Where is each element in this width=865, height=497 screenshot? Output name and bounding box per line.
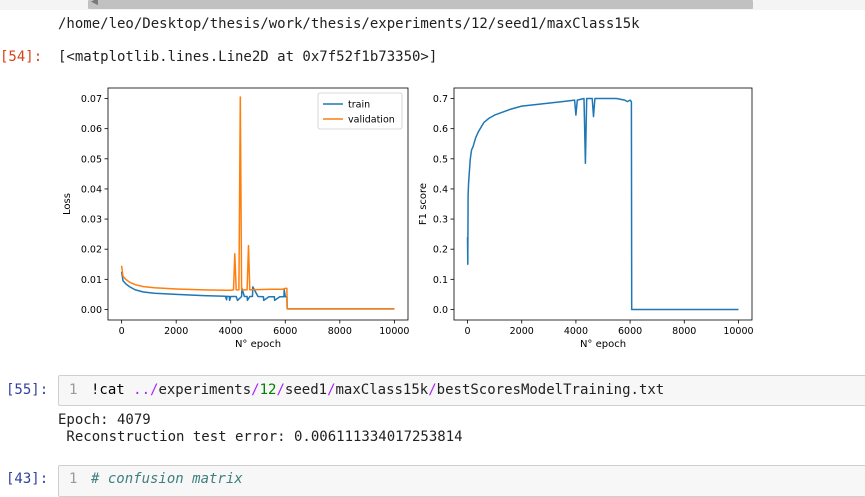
y-tick-label: 0.7 — [433, 94, 448, 105]
horizontal-scrollbar[interactable]: ◀ — [0, 0, 865, 10]
output-reconstruction-error: Reconstruction test error: 0.00611133401… — [58, 429, 463, 445]
x-tick-label: 2000 — [510, 326, 534, 337]
output-prompt-54: [54]: — [0, 49, 43, 65]
loss-chart: 0 2000 4000 6000 8000 10000 0.00 0.01 0.02 0.03 0.… — [62, 87, 409, 350]
plot-frame — [453, 87, 753, 321]
x-tick-label: 0 — [119, 326, 125, 337]
y-axis-label: Loss — [62, 193, 73, 215]
output-epoch: Epoch: 4079 — [58, 412, 151, 428]
y-tick-label: 0.03 — [81, 215, 102, 226]
series-line-validation — [120, 96, 395, 310]
code-comment[interactable]: # confusion matrix — [91, 471, 243, 487]
code-line-cat[interactable]: !cat ../experiments/12/seed1/maxClass15k… — [91, 382, 665, 398]
legend-box — [317, 92, 403, 130]
y-tick-label: 0.02 — [81, 245, 102, 256]
y-tick-label: 0.4 — [433, 184, 448, 195]
y-tick-label: 0.05 — [81, 154, 102, 165]
scroll-left-arrow-icon[interactable]: ◀ — [91, 0, 98, 7]
line-number: 1 — [69, 471, 78, 487]
y-tick-label: 0.2 — [433, 245, 448, 256]
y-tick-label: 0.1 — [433, 275, 448, 286]
x-tick-label: 10000 — [723, 326, 753, 337]
x-axis-label: N° epoch — [580, 339, 626, 350]
f1-score-chart: 0 2000 4000 6000 8000 10000 0.0 0.1 0.2 0.3 0.4 0.5… — [418, 87, 754, 350]
code-cell-43[interactable]: 1 # confusion matrix — [58, 465, 865, 497]
x-tick-label: 8000 — [328, 326, 352, 337]
x-tick-label: 6000 — [618, 326, 642, 337]
y-tick-label: 0.06 — [81, 124, 102, 135]
x-axis-label: N° epoch — [235, 339, 281, 350]
y-tick-label: 0.07 — [81, 94, 102, 105]
x-tick-label: 2000 — [164, 326, 188, 337]
x-tick-label: 0 — [465, 326, 471, 337]
output-path-text: /home/leo/Desktop/thesis/work/thesis/exp… — [58, 16, 640, 32]
legend-label-validation: validation — [348, 115, 395, 126]
x-tick-label: 4000 — [219, 326, 243, 337]
y-axis-label: F1 score — [418, 183, 429, 225]
x-tick-label: 6000 — [273, 326, 297, 337]
y-tick-label: 0.3 — [433, 215, 448, 226]
input-prompt-43: [43]: — [6, 471, 49, 487]
y-tick-label: 0.01 — [81, 275, 102, 286]
y-tick-label: 0.5 — [433, 154, 448, 165]
x-tick-label: 10000 — [379, 326, 409, 337]
y-tick-label: 0.6 — [433, 124, 448, 135]
y-tick-label: 0.0 — [433, 305, 448, 316]
scrollbar-thumb[interactable] — [88, 0, 753, 9]
cell-output-line2d: [<matplotlib.lines.Line2D at 0x7f52f1b73… — [58, 49, 438, 65]
series-line-train — [120, 271, 395, 310]
line-number: 1 — [69, 382, 78, 398]
series-line-f1-score — [466, 97, 739, 311]
x-tick-label: 8000 — [672, 326, 696, 337]
legend-label-train: train — [348, 100, 370, 111]
y-tick-label: 0.04 — [81, 184, 102, 195]
input-prompt-55: [55]: — [6, 382, 49, 398]
code-cell-55[interactable]: 1 !cat ../experiments/12/seed1/maxClass1… — [58, 375, 865, 406]
x-tick-label: 4000 — [564, 326, 588, 337]
y-tick-label: 0.00 — [81, 305, 102, 316]
